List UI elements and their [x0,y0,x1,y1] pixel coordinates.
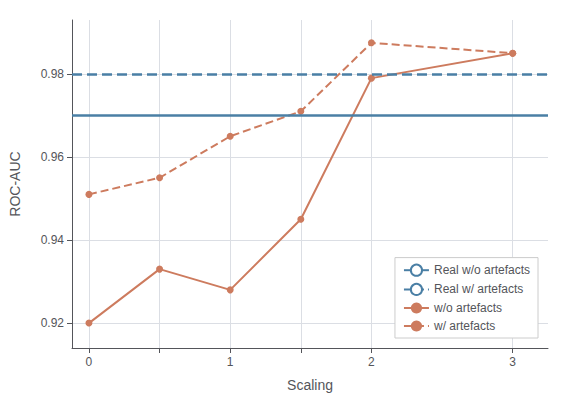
svg-text:1: 1 [227,355,234,369]
svg-text:w/ artefacts: w/ artefacts [433,319,495,333]
svg-text:0.96: 0.96 [41,150,65,164]
svg-text:Scaling: Scaling [287,377,333,393]
svg-text:0: 0 [86,355,93,369]
svg-text:0.98: 0.98 [41,67,65,81]
svg-text:Real w/ artefacts: Real w/ artefacts [434,282,523,296]
svg-text:0.94: 0.94 [41,233,65,247]
svg-text:w/o artefacts: w/o artefacts [433,301,502,315]
svg-text:3: 3 [509,355,516,369]
svg-text:ROC-AUC: ROC-AUC [7,151,23,216]
svg-text:Real w/o artefacts: Real w/o artefacts [434,263,530,277]
svg-text:2: 2 [368,355,375,369]
svg-text:0.92: 0.92 [41,316,65,330]
